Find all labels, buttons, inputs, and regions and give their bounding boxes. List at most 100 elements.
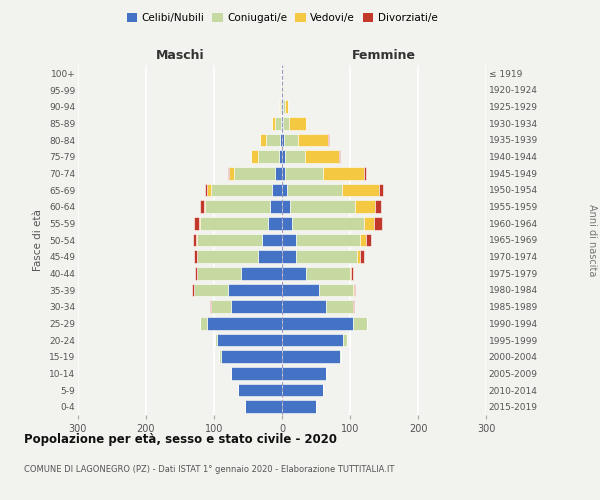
Bar — [323, 167, 364, 179]
Bar — [282, 267, 306, 280]
Bar — [298, 134, 328, 146]
Bar — [235, 167, 275, 179]
Bar — [229, 167, 235, 179]
Bar — [353, 300, 354, 313]
Bar — [231, 300, 282, 313]
Text: COMUNE DI LAGONEGRO (PZ) - Dati ISTAT 1° gennaio 2020 - Elaborazione TUTTITALIA.: COMUNE DI LAGONEGRO (PZ) - Dati ISTAT 1°… — [24, 466, 394, 474]
Bar — [282, 150, 285, 163]
Bar — [283, 100, 285, 113]
Bar — [282, 250, 296, 263]
Bar — [343, 334, 347, 346]
Bar — [360, 234, 365, 246]
Bar — [319, 284, 353, 296]
Bar — [285, 100, 288, 113]
Text: Anni di nascita: Anni di nascita — [587, 204, 597, 276]
Bar — [282, 284, 319, 296]
Bar — [211, 300, 231, 313]
Bar — [353, 284, 354, 296]
Bar — [194, 217, 199, 230]
Legend: Celibi/Nubili, Coniugati/e, Vedovi/e, Divorziati/e: Celibi/Nubili, Coniugati/e, Vedovi/e, Di… — [124, 10, 440, 26]
Bar — [354, 284, 355, 296]
Bar — [306, 117, 307, 130]
Bar — [197, 250, 258, 263]
Bar — [200, 317, 207, 330]
Bar — [306, 267, 350, 280]
Bar — [245, 400, 282, 413]
Bar — [290, 200, 355, 213]
Bar — [280, 134, 282, 146]
Bar — [350, 267, 352, 280]
Bar — [282, 100, 283, 113]
Bar — [375, 200, 380, 213]
Bar — [194, 284, 227, 296]
Bar — [374, 217, 382, 230]
Bar — [283, 117, 289, 130]
Text: Popolazione per età, sesso e stato civile - 2020: Popolazione per età, sesso e stato civil… — [24, 432, 337, 446]
Bar — [326, 300, 353, 313]
Bar — [353, 317, 367, 330]
Bar — [227, 167, 229, 179]
Bar — [282, 234, 296, 246]
Bar — [204, 200, 205, 213]
Bar — [328, 134, 329, 146]
Bar — [200, 200, 204, 213]
Bar — [231, 367, 282, 380]
Bar — [278, 150, 282, 163]
Bar — [238, 384, 282, 396]
Bar — [364, 167, 365, 179]
Bar — [379, 184, 383, 196]
Bar — [296, 234, 360, 246]
Bar — [221, 350, 282, 363]
Bar — [365, 234, 371, 246]
Bar — [194, 250, 197, 263]
Bar — [282, 300, 326, 313]
Bar — [342, 184, 379, 196]
Bar — [282, 367, 326, 380]
Bar — [282, 217, 292, 230]
Bar — [227, 284, 282, 296]
Bar — [272, 117, 275, 130]
Bar — [210, 300, 211, 313]
Bar — [251, 150, 258, 163]
Bar — [207, 184, 211, 196]
Bar — [355, 200, 375, 213]
Bar — [260, 134, 266, 146]
Bar — [211, 184, 272, 196]
Bar — [282, 200, 290, 213]
Text: Maschi: Maschi — [155, 48, 205, 62]
Bar — [286, 167, 323, 179]
Bar — [352, 267, 353, 280]
Bar — [360, 250, 364, 263]
Bar — [340, 350, 341, 363]
Bar — [289, 117, 306, 130]
Bar — [282, 184, 287, 196]
Bar — [258, 250, 282, 263]
Bar — [270, 200, 282, 213]
Bar — [258, 150, 278, 163]
Bar — [284, 134, 298, 146]
Bar — [195, 267, 197, 280]
Bar — [241, 267, 282, 280]
Bar — [275, 167, 282, 179]
Bar — [279, 100, 280, 113]
Bar — [282, 334, 343, 346]
Bar — [280, 100, 281, 113]
Bar — [272, 184, 282, 196]
Bar — [262, 234, 282, 246]
Bar — [197, 234, 262, 246]
Bar — [364, 217, 374, 230]
Bar — [287, 184, 342, 196]
Bar — [285, 150, 305, 163]
Bar — [357, 250, 360, 263]
Bar — [275, 117, 281, 130]
Bar — [305, 150, 339, 163]
Bar — [200, 217, 268, 230]
Bar — [205, 184, 207, 196]
Bar — [296, 250, 357, 263]
Bar — [207, 317, 282, 330]
Bar — [282, 117, 283, 130]
Bar — [217, 334, 282, 346]
Bar — [339, 150, 340, 163]
Bar — [193, 234, 196, 246]
Bar — [282, 350, 340, 363]
